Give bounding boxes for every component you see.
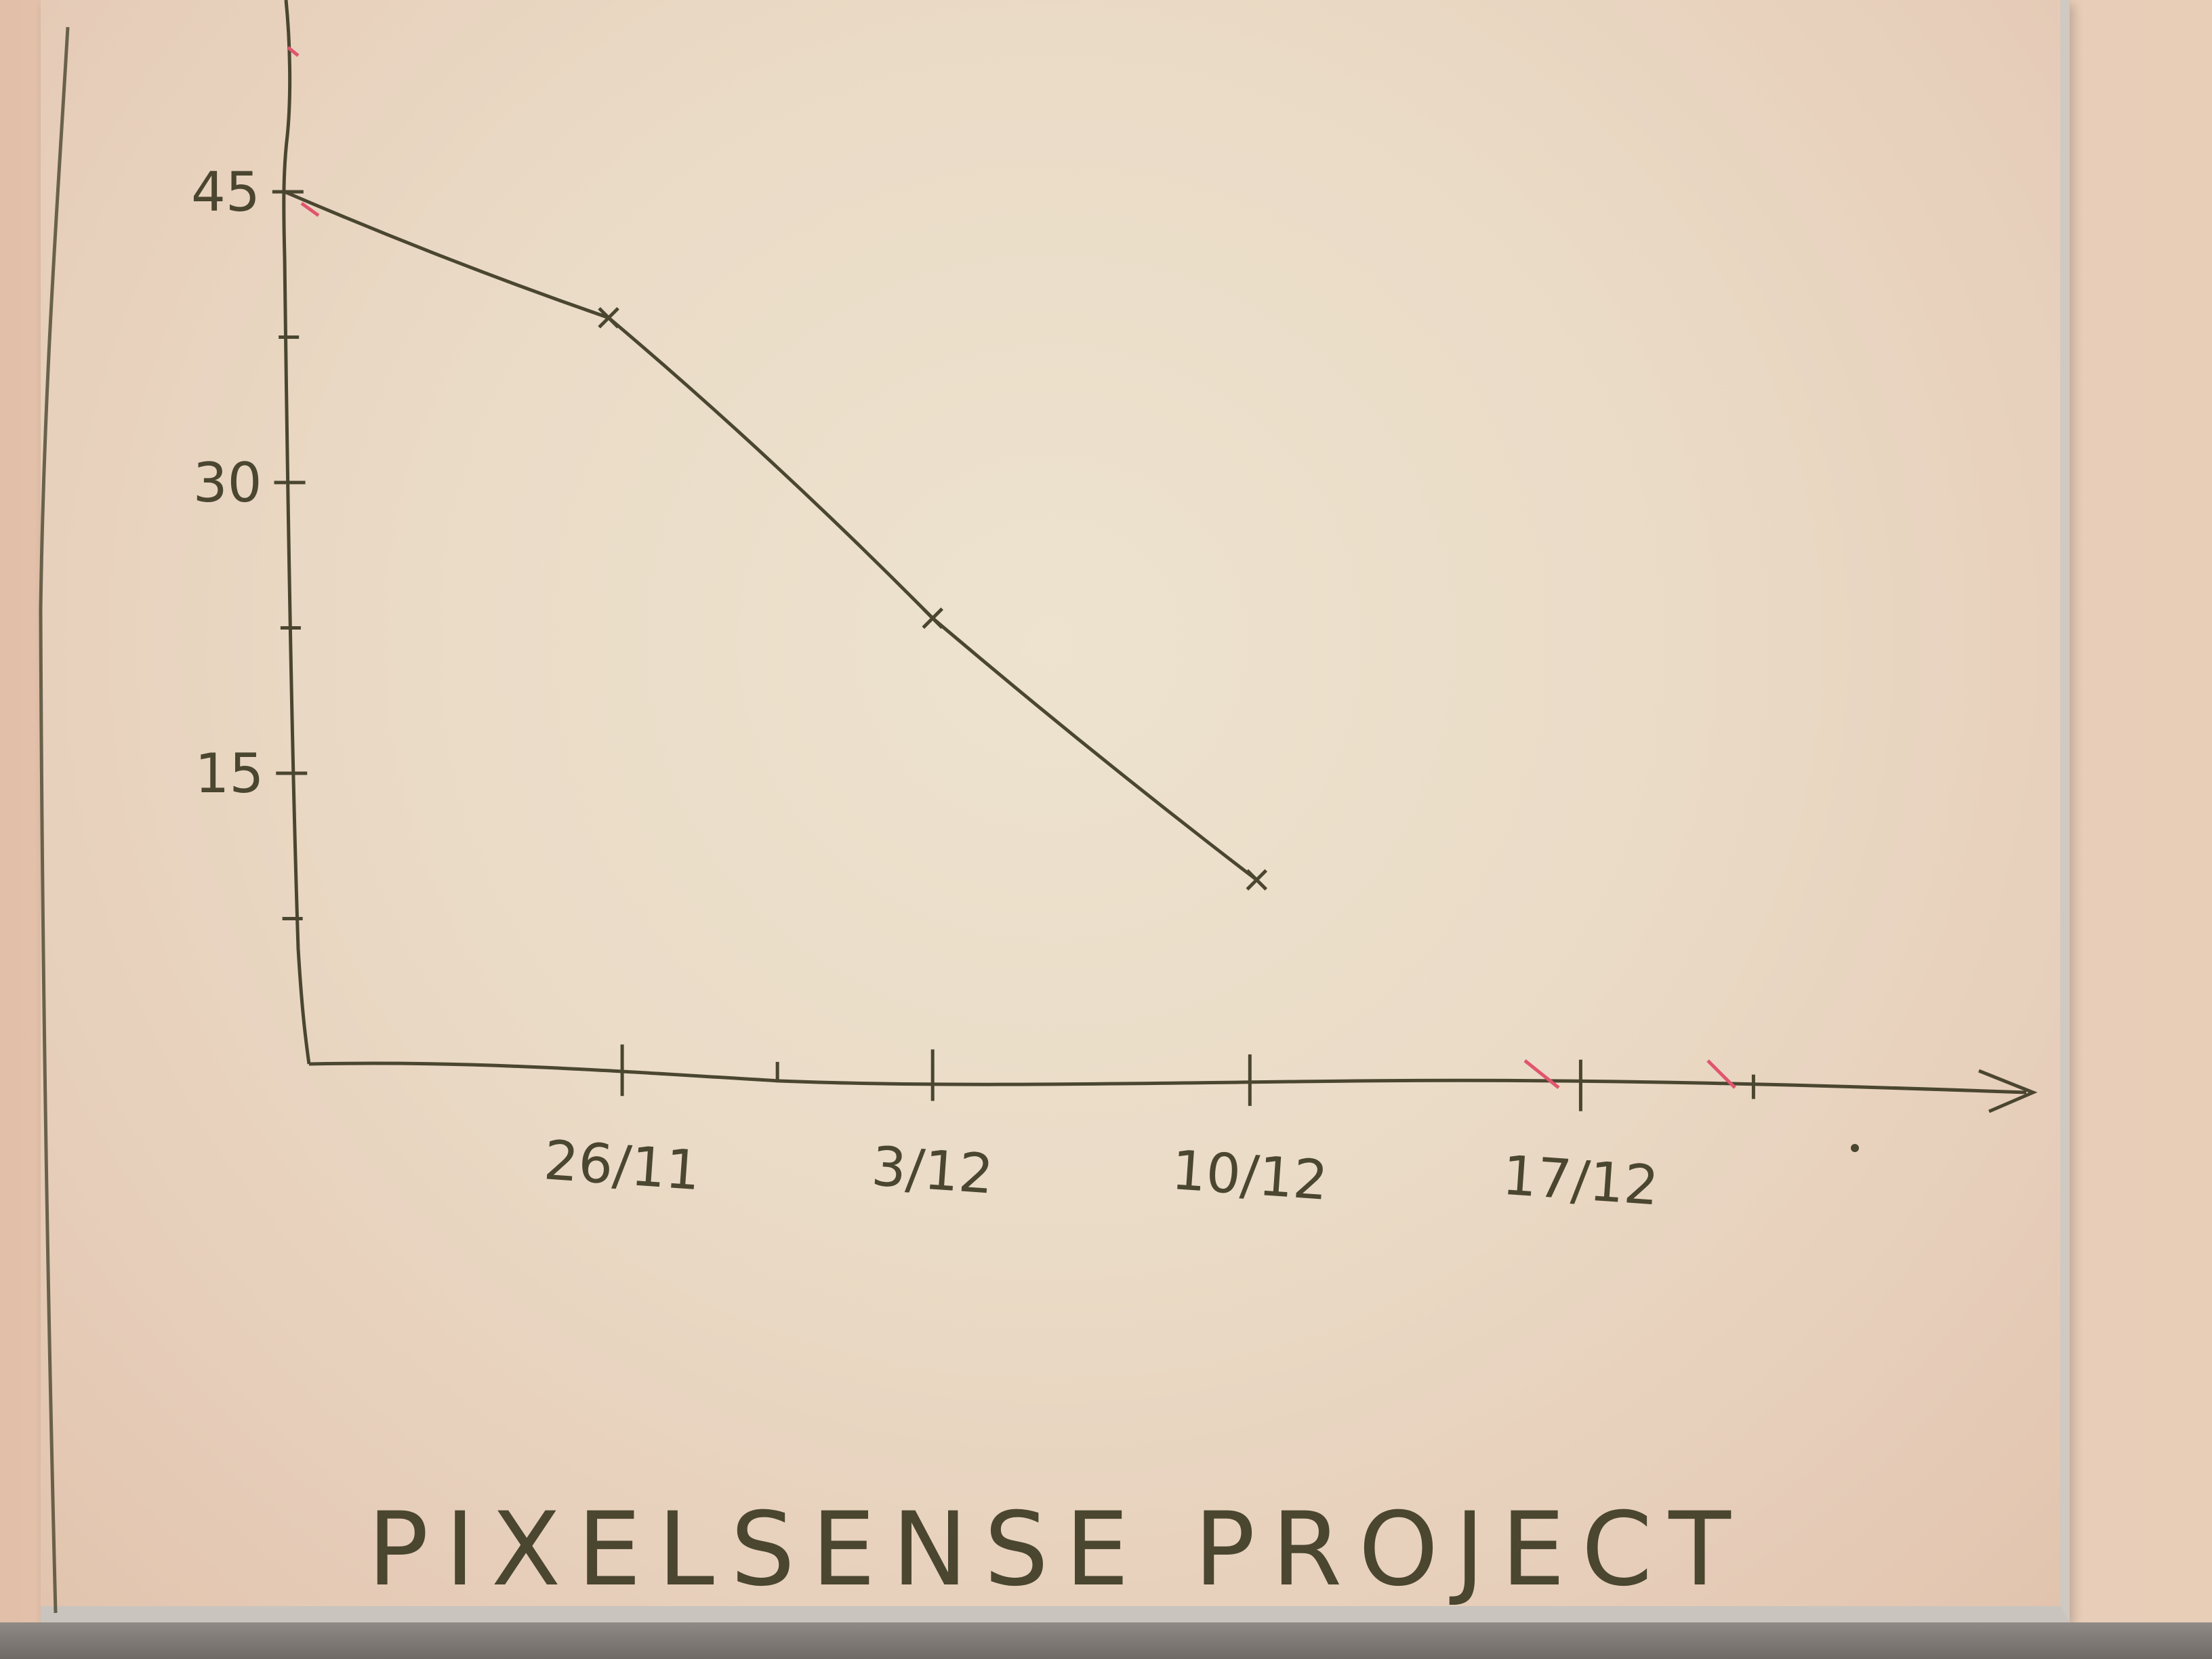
board-edge-line (39, 26, 70, 1614)
data-point (922, 607, 943, 629)
y-tick-label: 45 (191, 161, 260, 224)
y-tick-label: 15 (194, 742, 264, 805)
data-point (1246, 869, 1268, 891)
series-line (284, 190, 1258, 882)
whiteboard (41, 0, 2070, 1622)
stray-dot (1851, 1144, 1859, 1152)
x-tick-label: 3/12 (869, 1134, 996, 1206)
data-point-stroke (922, 607, 943, 629)
x-tick-label: 10/12 (1170, 1139, 1330, 1212)
x-axis-arrowhead (1978, 1069, 2038, 1113)
data-point-stroke (1246, 869, 1268, 891)
y-tick-label: 30 (193, 451, 262, 514)
x-axis (308, 1061, 2027, 1094)
x-tick-label: 17/12 (1500, 1144, 1660, 1218)
red-mark (287, 46, 1736, 1089)
data-point (598, 307, 619, 329)
x-tick-label: 26/11 (542, 1128, 702, 1202)
whiteboard-tray (0, 1622, 2212, 1659)
data-point-stroke (598, 307, 619, 329)
chart-title: PIXELSENSE PROJECT (367, 1491, 1747, 1609)
y-axis (282, 0, 311, 1065)
